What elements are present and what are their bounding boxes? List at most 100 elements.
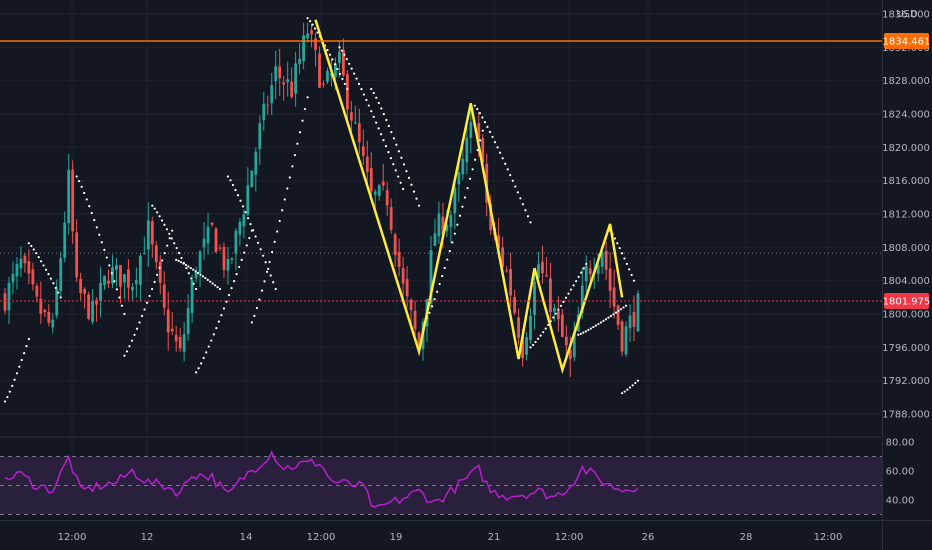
psar-dot bbox=[187, 272, 190, 275]
candle-body bbox=[397, 251, 401, 267]
psar-dot bbox=[123, 354, 126, 357]
psar-dot bbox=[481, 116, 484, 119]
candle-body bbox=[341, 49, 345, 76]
psar-dot bbox=[499, 151, 502, 154]
psar-dot bbox=[390, 131, 393, 134]
candle bbox=[158, 255, 162, 295]
psar-dot bbox=[6, 395, 9, 399]
psar-dot bbox=[240, 258, 243, 261]
candle bbox=[533, 268, 536, 330]
psar-dot bbox=[410, 183, 413, 186]
candle-body bbox=[381, 181, 385, 186]
psar-dot bbox=[18, 365, 21, 368]
candle-body bbox=[178, 336, 182, 349]
candle bbox=[182, 322, 186, 362]
psar-dot bbox=[185, 266, 188, 270]
candle bbox=[130, 283, 134, 301]
psar-dot bbox=[286, 187, 289, 190]
candle bbox=[413, 300, 417, 336]
candle bbox=[19, 246, 23, 277]
candle-body bbox=[290, 81, 294, 97]
time-axis[interactable]: 12:00 12 14 12:00 19 21 12:00 26 28 12:00 bbox=[58, 532, 843, 543]
psar-dot bbox=[514, 185, 517, 188]
psar-dot bbox=[377, 101, 380, 105]
candle-body bbox=[373, 191, 377, 195]
psar-dot bbox=[345, 58, 348, 61]
candle bbox=[198, 250, 202, 287]
candle-body bbox=[194, 271, 198, 278]
psar-dot bbox=[496, 146, 499, 149]
psar-dot bbox=[199, 273, 202, 276]
psar-dot bbox=[539, 334, 542, 337]
price-tick-label: 1812.000 bbox=[882, 210, 930, 221]
psar-dot bbox=[534, 340, 537, 344]
candle-body bbox=[158, 261, 162, 283]
candle-body bbox=[413, 310, 417, 329]
psar-dot bbox=[143, 308, 146, 311]
psar-dot bbox=[267, 267, 270, 270]
psar-dot bbox=[278, 219, 281, 223]
psar-dot bbox=[336, 67, 339, 71]
candle bbox=[206, 212, 210, 255]
psar-dot bbox=[572, 284, 575, 287]
candle-body bbox=[294, 63, 298, 94]
candle bbox=[99, 266, 102, 318]
psar-dot bbox=[80, 185, 83, 188]
candle-body bbox=[43, 310, 47, 313]
psar-dot bbox=[584, 330, 587, 333]
psar-dot bbox=[488, 130, 492, 133]
psar-dot bbox=[194, 287, 198, 291]
candle-body bbox=[541, 261, 544, 274]
candle-body bbox=[282, 82, 286, 85]
psar-dot bbox=[575, 280, 578, 283]
psar-dot bbox=[140, 314, 144, 318]
psar-dot bbox=[269, 274, 272, 277]
candle-body bbox=[385, 190, 389, 206]
candle bbox=[310, 24, 313, 48]
psar-dot bbox=[355, 77, 358, 80]
psar-dot bbox=[458, 214, 462, 217]
rsi-line bbox=[4, 450, 639, 508]
psar-dot bbox=[630, 273, 633, 277]
candle-body bbox=[302, 35, 305, 62]
psar-dot bbox=[626, 388, 629, 391]
candle-body bbox=[441, 216, 445, 235]
psar-dot bbox=[474, 158, 477, 161]
psar-dot bbox=[23, 352, 26, 355]
psar-dot bbox=[158, 266, 161, 269]
candle bbox=[67, 154, 71, 235]
candle-body bbox=[310, 30, 313, 35]
candle bbox=[134, 267, 138, 298]
psar-dot bbox=[387, 151, 390, 154]
candle-body bbox=[322, 83, 325, 85]
psar-dot bbox=[348, 62, 351, 65]
candle-body bbox=[461, 158, 465, 175]
candle-body bbox=[556, 311, 560, 320]
candle-body bbox=[600, 252, 604, 267]
zigzag-pattern-line[interactable] bbox=[314, 19, 624, 375]
candle-body bbox=[138, 255, 142, 285]
psar-dot bbox=[564, 296, 568, 299]
candle-body bbox=[326, 70, 329, 82]
psar-dot bbox=[468, 177, 472, 180]
psar-dot bbox=[268, 260, 271, 264]
psar-dot bbox=[30, 244, 33, 248]
psar-dot bbox=[156, 211, 159, 214]
candle-body bbox=[377, 185, 381, 196]
indicator-axis[interactable]: 80.00 60.00 40.00 bbox=[886, 438, 915, 507]
candle-body bbox=[7, 282, 11, 311]
candle bbox=[624, 321, 628, 357]
psar-dot bbox=[262, 254, 265, 257]
psar-dot bbox=[160, 219, 164, 222]
psar-dot bbox=[259, 248, 262, 251]
currency-label: USD bbox=[896, 9, 918, 20]
psar-dot bbox=[125, 350, 129, 353]
psar-dot bbox=[161, 259, 164, 262]
candle bbox=[242, 209, 246, 239]
price-axis[interactable]: 1836.0001832.0001828.0001824.0001820.000… bbox=[882, 10, 930, 421]
psar-dot bbox=[206, 278, 209, 281]
candle-body bbox=[258, 123, 262, 150]
psar-dot bbox=[168, 232, 171, 235]
psar-dot bbox=[394, 169, 397, 172]
